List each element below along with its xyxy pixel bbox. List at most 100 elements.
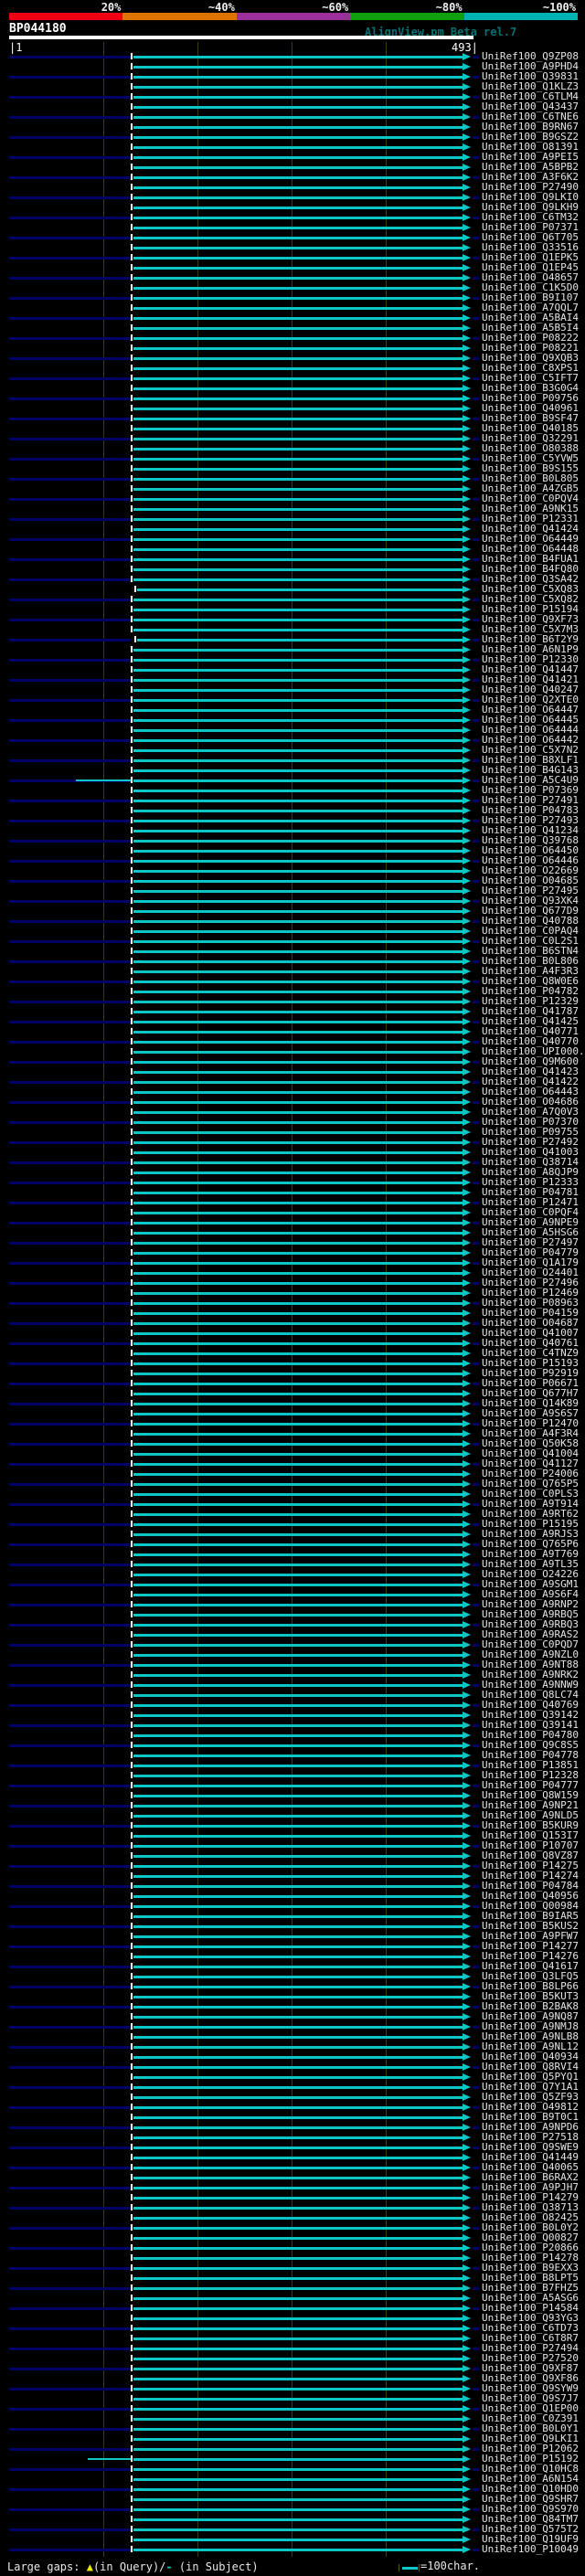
alignment-bar[interactable] xyxy=(133,1272,463,1275)
hit-label[interactable]: UniRef100_O64443 xyxy=(482,1086,579,1097)
alignment-bar[interactable] xyxy=(133,1614,463,1617)
hit-label[interactable]: UniRef100_A9T914 xyxy=(482,1498,579,1510)
alignment-bar[interactable] xyxy=(133,448,463,451)
alignment-bar[interactable] xyxy=(133,1403,463,1405)
alignment-bar[interactable] xyxy=(133,2177,463,2179)
hit-label[interactable]: UniRef100_P12471 xyxy=(482,1196,579,1208)
hit-label[interactable]: UniRef100_Q765P6 xyxy=(482,1538,579,1550)
hit-label[interactable]: UniRef100_Q9LKI0 xyxy=(482,191,579,203)
alignment-bar[interactable] xyxy=(133,2368,463,2370)
alignment-bar[interactable] xyxy=(133,1845,463,1848)
alignment-bar[interactable] xyxy=(133,1041,463,1044)
hit-label[interactable]: UniRef100_A6N154 xyxy=(482,2473,579,2485)
hit-label[interactable]: UniRef100_P10707 xyxy=(482,1839,579,1851)
hit-label[interactable]: UniRef100_P08221 xyxy=(482,342,579,354)
alignment-bar[interactable] xyxy=(133,1754,463,1757)
alignment-bar[interactable] xyxy=(133,2147,463,2149)
alignment-bar[interactable] xyxy=(133,2358,463,2360)
alignment-bar[interactable] xyxy=(133,2237,463,2240)
hit-label[interactable]: UniRef100_Q14K89 xyxy=(482,1397,579,1409)
hit-label[interactable]: UniRef100_P92919 xyxy=(482,1367,579,1379)
hit-label[interactable]: UniRef100_P07369 xyxy=(482,784,579,796)
hit-label[interactable]: UniRef100_P20866 xyxy=(482,2242,579,2253)
hit-label[interactable]: UniRef100_C0L2S1 xyxy=(482,935,579,947)
alignment-bar[interactable] xyxy=(133,1795,463,1797)
hit-label[interactable]: UniRef100_A9NL12 xyxy=(482,2041,579,2052)
alignment-bar[interactable] xyxy=(133,1564,463,1566)
alignment-bar[interactable] xyxy=(133,2046,463,2049)
hit-label[interactable]: UniRef100_A9NP21 xyxy=(482,1799,579,1811)
alignment-bar[interactable] xyxy=(133,2348,463,2350)
alignment-bar[interactable] xyxy=(133,659,463,662)
hit-label[interactable]: UniRef100_Q7Y1A1 xyxy=(482,2081,579,2093)
hit-label[interactable]: UniRef100_P12331 xyxy=(482,513,579,525)
hit-label[interactable]: UniRef100_Q41422 xyxy=(482,1076,579,1087)
alignment-bar[interactable] xyxy=(133,1855,463,1858)
alignment-bar[interactable] xyxy=(133,699,463,702)
hit-label[interactable]: UniRef100_A9SGM1 xyxy=(482,1578,579,1590)
hit-label[interactable]: UniRef100_O64450 xyxy=(482,844,579,856)
hit-label[interactable]: UniRef100_Q9C8S5 xyxy=(482,1739,579,1751)
alignment-bar[interactable] xyxy=(133,1091,463,1094)
alignment-bar[interactable] xyxy=(133,2539,463,2541)
alignment-bar[interactable] xyxy=(133,2247,463,2250)
alignment-bar[interactable] xyxy=(133,86,463,89)
alignment-bar[interactable] xyxy=(133,2468,463,2471)
hit-label[interactable]: UniRef100_Q1KLZ3 xyxy=(482,80,579,92)
hit-label[interactable]: UniRef100_Q1EPK5 xyxy=(482,251,579,263)
alignment-bar[interactable] xyxy=(133,357,463,360)
hit-label[interactable]: UniRef100_Q9XF73 xyxy=(482,613,579,625)
hit-label[interactable]: UniRef100_C0PLS3 xyxy=(482,1488,579,1500)
hit-label[interactable]: UniRef100_A5HSG6 xyxy=(482,1226,579,1238)
alignment-bar[interactable] xyxy=(133,498,463,501)
hit-label[interactable]: UniRef100_C0PQV4 xyxy=(482,493,579,504)
alignment-bar[interactable] xyxy=(133,2006,463,2009)
hit-label[interactable]: UniRef100_C8XPS1 xyxy=(482,362,579,374)
alignment-bar[interactable] xyxy=(133,2478,463,2481)
alignment-bar[interactable] xyxy=(133,1634,463,1637)
hit-label[interactable]: UniRef100_B3G0G4 xyxy=(482,382,579,394)
hit-label[interactable]: UniRef100_A9TL35 xyxy=(482,1558,579,1570)
hit-label[interactable]: UniRef100_A9NNW9 xyxy=(482,1679,579,1691)
alignment-bar[interactable] xyxy=(133,186,463,189)
alignment-bar[interactable] xyxy=(133,709,463,712)
alignment-bar[interactable] xyxy=(133,1081,463,1084)
alignment-bar[interactable] xyxy=(133,1262,463,1265)
alignment-bar[interactable] xyxy=(133,548,463,551)
alignment-bar[interactable] xyxy=(133,719,463,722)
hit-label[interactable]: UniRef100_B5KUR9 xyxy=(482,1819,579,1831)
alignment-bar[interactable] xyxy=(133,1714,463,1717)
hit-label[interactable]: UniRef100_Q6T705 xyxy=(482,231,579,243)
hit-label[interactable]: UniRef100_P12329 xyxy=(482,995,579,1007)
alignment-bar[interactable] xyxy=(133,146,463,149)
hit-label[interactable]: UniRef100_Q40770 xyxy=(482,1035,579,1047)
hit-label[interactable]: UniRef100_A9NK15 xyxy=(482,503,579,514)
hit-label[interactable]: UniRef100_Q3SA42 xyxy=(482,573,579,585)
alignment-bar[interactable] xyxy=(133,1915,463,1918)
hit-label[interactable]: UniRef100_P04777 xyxy=(482,1779,579,1791)
alignment-bar[interactable] xyxy=(133,1011,463,1013)
alignment-bar[interactable] xyxy=(133,1825,463,1828)
hit-label[interactable]: UniRef100_A9S6F4 xyxy=(482,1588,579,1600)
alignment-bar[interactable] xyxy=(133,478,463,481)
hit-label[interactable]: UniRef100_A5C4U9 xyxy=(482,774,579,786)
alignment-bar[interactable] xyxy=(133,1352,463,1355)
hit-label[interactable]: UniRef100_P12333 xyxy=(482,1176,579,1188)
hit-label[interactable]: UniRef100_A9S6S7 xyxy=(482,1407,579,1419)
alignment-bar[interactable] xyxy=(133,1061,463,1064)
alignment-bar[interactable] xyxy=(133,920,463,923)
alignment-bar[interactable] xyxy=(133,2136,463,2139)
hit-label[interactable]: UniRef100_B2BAK8 xyxy=(482,2000,579,2012)
hit-label[interactable]: UniRef100_O64442 xyxy=(482,734,579,746)
hit-label[interactable]: UniRef100_P24006 xyxy=(482,1468,579,1479)
alignment-bar[interactable] xyxy=(133,1342,463,1345)
hit-label[interactable]: UniRef100_Q39142 xyxy=(482,1709,579,1721)
hit-label[interactable]: UniRef100_A4ZGB5 xyxy=(482,482,579,494)
hit-label[interactable]: UniRef100_Q41447 xyxy=(482,663,579,675)
alignment-bar[interactable] xyxy=(133,297,463,300)
alignment-bar[interactable] xyxy=(133,890,463,893)
hit-label[interactable]: UniRef100_A5BAI4 xyxy=(482,312,579,323)
alignment-bar[interactable] xyxy=(133,940,463,943)
hit-label[interactable]: UniRef100_P07370 xyxy=(482,1116,579,1128)
hit-label[interactable]: UniRef100_C6TNE6 xyxy=(482,111,579,122)
